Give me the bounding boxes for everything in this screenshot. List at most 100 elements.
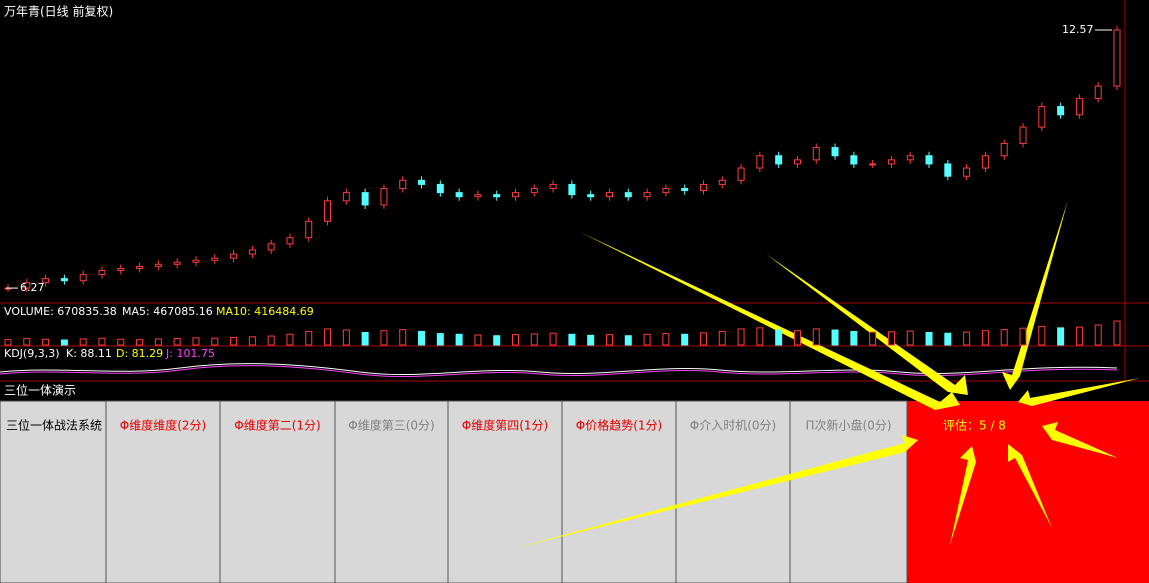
volume-bar (549, 332, 557, 346)
volume-bar (42, 338, 50, 346)
cell (789, 400, 908, 583)
candle (23, 282, 31, 289)
volume-bar (812, 328, 820, 346)
candle (887, 159, 895, 165)
candle (418, 179, 426, 185)
candle (963, 167, 971, 177)
volume-bar (737, 328, 745, 346)
candle (850, 155, 858, 165)
cell-text: Φ维度第四(1分) (462, 418, 548, 433)
candle (286, 237, 294, 245)
cell-text: Φ价格趋势(1分) (576, 418, 662, 433)
cell-text: Π次新小盘(0分) (805, 418, 891, 433)
volume-bar (1019, 327, 1027, 346)
candle (117, 267, 125, 271)
candle (831, 147, 839, 157)
candle (944, 163, 952, 177)
volume-bar (906, 330, 914, 346)
kdj-d: D: 81.29 (116, 347, 163, 360)
volume-bar (98, 337, 106, 346)
volume-bar (399, 329, 407, 346)
candle (512, 192, 520, 198)
kdj-k: K: 88.11 (66, 347, 112, 360)
volume-bar (718, 330, 726, 346)
cell-text: Φ维度第三(0分) (348, 418, 434, 433)
volume-bar (324, 328, 332, 346)
volume-bar (342, 329, 350, 346)
volume-bar (944, 332, 952, 346)
candle (211, 257, 219, 261)
volume-bar (831, 329, 839, 346)
candle (699, 183, 707, 192)
candle (793, 159, 801, 165)
stock-title: 万年青(日线 前复权) (4, 4, 113, 19)
score-panel (907, 401, 1149, 583)
candle (455, 192, 463, 198)
candle (737, 167, 745, 181)
volume-bar (1000, 329, 1008, 346)
volume-bar (286, 333, 294, 346)
volume-bar (681, 333, 689, 346)
candle (587, 194, 595, 198)
cell (447, 400, 563, 583)
candle (361, 192, 369, 206)
candle (192, 259, 200, 263)
candle (1000, 142, 1008, 157)
candle (1038, 106, 1046, 128)
volume-bar (568, 333, 576, 346)
volume-bar (869, 331, 877, 346)
ma5-label: MA5: 467085.16 (122, 305, 213, 318)
candle (549, 183, 557, 190)
volume-bar (436, 333, 444, 346)
candle (1113, 29, 1121, 87)
arrows (515, 200, 1140, 548)
candle (79, 274, 87, 282)
volume-bar (1057, 327, 1065, 346)
volume-bar (1075, 326, 1083, 346)
volume-bar (587, 334, 595, 346)
candle (643, 192, 651, 198)
volume-bar (699, 332, 707, 346)
candle (681, 188, 689, 192)
candle (624, 192, 632, 198)
candle (154, 263, 162, 267)
volume-bar (305, 330, 313, 346)
volume-bar (117, 338, 125, 346)
volume-bar (662, 333, 670, 346)
volume-bar (192, 337, 200, 346)
volume-bar (230, 337, 238, 346)
candle (1094, 85, 1102, 99)
volume-bar (624, 335, 632, 346)
candle (173, 261, 181, 265)
cell-text: Φ维度第二(1分) (234, 418, 320, 433)
candle (812, 147, 820, 161)
candle (42, 278, 50, 284)
cell (105, 400, 221, 583)
volume-bar (418, 330, 426, 346)
kdj-label: KDJ(9,3,3) (4, 347, 60, 360)
candle (98, 269, 106, 276)
table-title: 三位一体战法系统 (6, 418, 102, 433)
kdj-j: J: 101.75 (165, 347, 215, 360)
volume-bar (643, 333, 651, 346)
candle (60, 278, 68, 282)
cell-text: Φ维度维度(2分) (120, 418, 206, 433)
candle (605, 192, 613, 198)
volume-bar (530, 333, 538, 346)
candle (267, 243, 275, 251)
candle (925, 155, 933, 165)
candle (230, 253, 238, 259)
volume-bar (1038, 325, 1046, 346)
candle (869, 163, 877, 166)
volume-bar (380, 330, 388, 346)
volume-bar (4, 339, 12, 346)
candle (756, 155, 764, 169)
candle (248, 249, 256, 255)
volume-bar (136, 339, 144, 346)
volume-bar (1094, 324, 1102, 346)
volume-bar (248, 336, 256, 346)
volume-bar (887, 331, 895, 346)
volume-bar (850, 330, 858, 346)
